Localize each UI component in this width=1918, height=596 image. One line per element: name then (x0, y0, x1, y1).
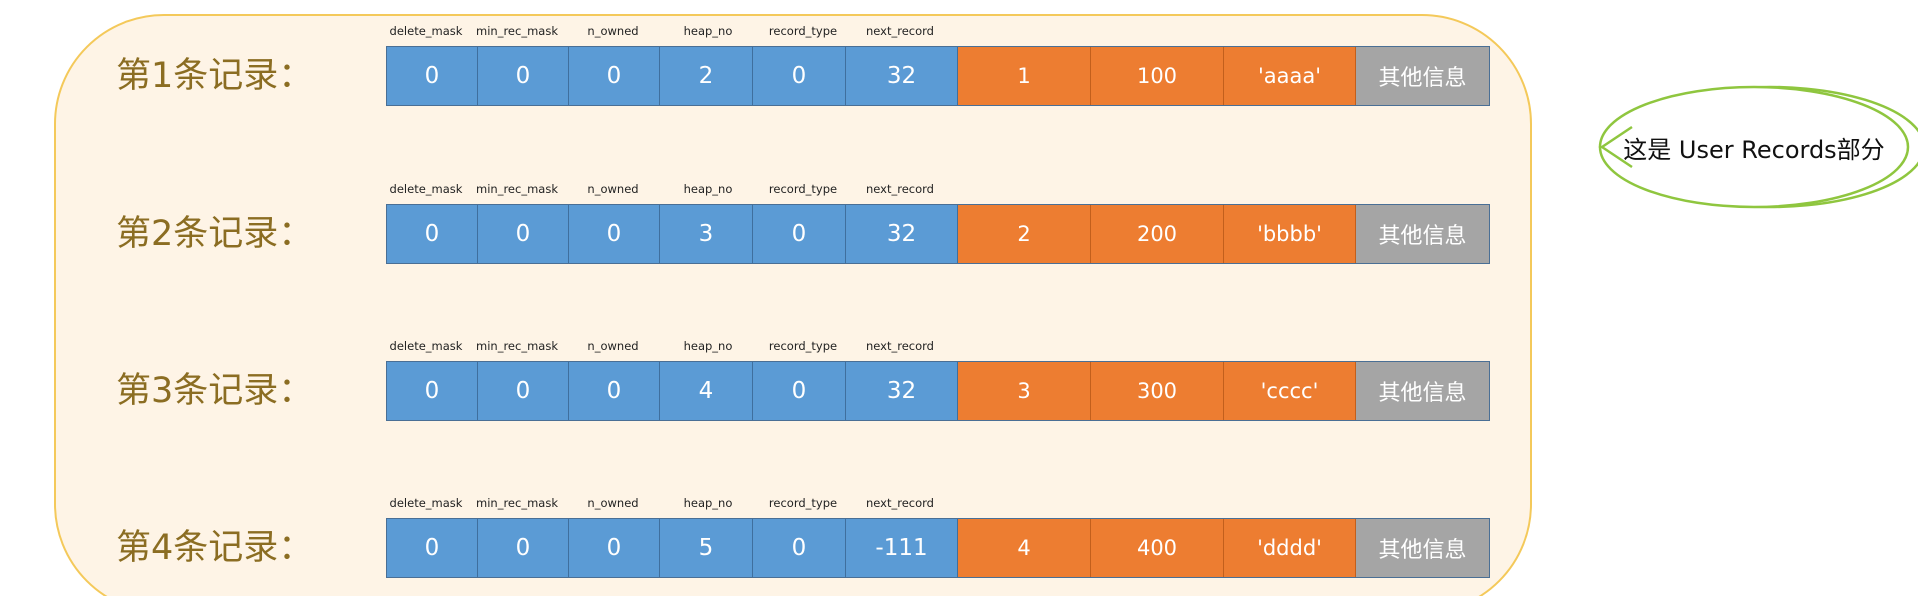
header-field-cell: 0 (569, 205, 660, 263)
record-label: 第4条记录： (116, 528, 314, 568)
record-label: 第3条记录： (116, 371, 314, 411)
field-name-label: record_type (768, 24, 838, 38)
header-field-cell: 32 (846, 205, 958, 263)
header-field-cell: 5 (660, 519, 753, 577)
field-name-label: delete_mask (389, 496, 463, 510)
other-info-cell: 其他信息 (1356, 519, 1489, 577)
header-field-cell: 0 (569, 362, 660, 420)
field-name-label: n_owned (587, 182, 639, 196)
callout-bubble-shape (1598, 85, 1918, 209)
field-name-label: next_record (866, 24, 934, 38)
field-name-label: record_type (768, 339, 838, 353)
header-field-cell: 0 (387, 205, 478, 263)
data-column-cell: 400 (1091, 519, 1224, 577)
header-field-cell: 32 (846, 362, 958, 420)
data-column-cell: 100 (1091, 47, 1224, 105)
data-column-cell: 4 (958, 519, 1091, 577)
field-name-label: n_owned (587, 339, 639, 353)
data-column-cell: 3 (958, 362, 1091, 420)
header-field-cell: 0 (478, 47, 569, 105)
header-field-cell: 3 (660, 205, 753, 263)
data-column-cell: 2 (958, 205, 1091, 263)
user-records-panel (54, 14, 1532, 596)
other-info-cell: 其他信息 (1356, 205, 1489, 263)
header-field-cell: 0 (753, 362, 846, 420)
field-name-label: min_rec_mask (476, 182, 558, 196)
field-name-label: min_rec_mask (476, 339, 558, 353)
header-field-cell: 0 (478, 362, 569, 420)
header-field-cell: -111 (846, 519, 958, 577)
field-name-label: delete_mask (389, 182, 463, 196)
field-name-label: n_owned (587, 496, 639, 510)
record-label: 第1条记录： (116, 56, 314, 96)
header-field-cell: 0 (387, 47, 478, 105)
field-name-label: delete_mask (389, 24, 463, 38)
record-row: delete_mask min_rec_mask n_owned heap_no rec… (0, 176, 1918, 276)
field-name-label: n_owned (587, 24, 639, 38)
header-field-cell: 0 (569, 47, 660, 105)
header-field-cell: 32 (846, 47, 958, 105)
field-name-label: next_record (866, 182, 934, 196)
field-name-label: heap_no (683, 496, 733, 510)
field-name-label: next_record (866, 339, 934, 353)
record-row: delete_mask min_rec_mask n_owned heap_no rec… (0, 490, 1918, 590)
data-column-cell: 'dddd' (1224, 519, 1356, 577)
data-column-cell: 'cccc' (1224, 362, 1356, 420)
data-column-cell: 'bbbb' (1224, 205, 1356, 263)
other-info-cell: 其他信息 (1356, 47, 1489, 105)
header-field-cell: 0 (753, 205, 846, 263)
callout-text: 这是 User Records部分 (1623, 135, 1885, 164)
header-field-cell: 4 (660, 362, 753, 420)
data-column-cell: 200 (1091, 205, 1224, 263)
record-cells: 0 0 0 4 0 32 3 300'cccc' 其他信息 (386, 361, 1490, 421)
header-field-cell: 0 (753, 47, 846, 105)
field-name-label: heap_no (683, 182, 733, 196)
header-field-cell: 0 (753, 519, 846, 577)
record-cells: 0 0 0 5 0 -111 4 400'dddd' 其他信息 (386, 518, 1490, 578)
record-label: 第2条记录： (116, 214, 314, 254)
header-field-cell: 0 (387, 362, 478, 420)
data-column-cell: 1 (958, 47, 1091, 105)
header-field-cell: 0 (569, 519, 660, 577)
field-name-label: min_rec_mask (476, 24, 558, 38)
header-field-cell: 0 (478, 205, 569, 263)
record-row: delete_mask min_rec_mask n_owned heap_no rec… (0, 333, 1918, 433)
record-row: delete_mask min_rec_mask n_owned heap_no rec… (0, 18, 1918, 118)
field-name-label: record_type (768, 496, 838, 510)
other-info-cell: 其他信息 (1356, 362, 1489, 420)
record-cells: 0 0 0 2 0 32 1 100'aaaa' 其他信息 (386, 46, 1490, 106)
record-cells: 0 0 0 3 0 32 2 200'bbbb' 其他信息 (386, 204, 1490, 264)
header-field-cell: 2 (660, 47, 753, 105)
data-column-cell: 300 (1091, 362, 1224, 420)
field-name-label: delete_mask (389, 339, 463, 353)
field-name-label: heap_no (683, 339, 733, 353)
header-field-cell: 0 (387, 519, 478, 577)
data-column-cell: 'aaaa' (1224, 47, 1356, 105)
user-records-callout: 这是 User Records部分 (1598, 85, 1918, 209)
field-name-label: record_type (768, 182, 838, 196)
field-name-label: min_rec_mask (476, 496, 558, 510)
field-name-label: next_record (866, 496, 934, 510)
header-field-cell: 0 (478, 519, 569, 577)
field-name-label: heap_no (683, 24, 733, 38)
